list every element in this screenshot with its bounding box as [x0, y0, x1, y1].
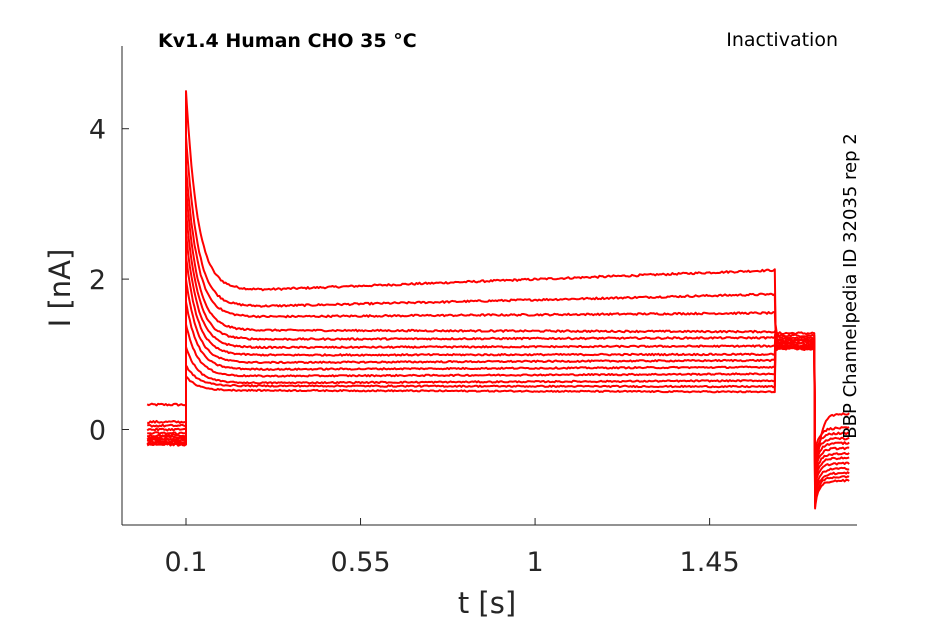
current-trace	[147, 255, 850, 481]
current-trace	[146, 338, 850, 505]
x-tick-label: 1	[526, 547, 543, 578]
current-trace	[146, 135, 850, 456]
x-tick-label: 1.45	[680, 547, 740, 578]
source-label: BBP Channelpedia ID 32035 rep 2	[840, 133, 861, 438]
current-trace	[147, 233, 850, 476]
current-trace	[146, 339, 850, 508]
current-traces	[146, 90, 850, 510]
x-tick-label: 0.55	[330, 547, 390, 578]
y-tick-label: 4	[89, 115, 106, 146]
protocol-annotation: Inactivation	[726, 29, 838, 51]
axes: 0.1 0.55 1 1.45 0 2 4	[89, 46, 857, 578]
current-trace	[146, 300, 850, 491]
current-trace	[146, 90, 850, 510]
y-tick-label: 0	[89, 416, 106, 447]
x-tick-label: 0.1	[165, 547, 208, 578]
x-axis-label: t [s]	[458, 586, 516, 620]
y-axis-label: I [nA]	[43, 249, 77, 328]
y-ticks: 0 2 4	[89, 115, 129, 447]
current-trace	[146, 187, 850, 466]
current-trace	[146, 337, 850, 501]
current-trace	[147, 165, 850, 461]
current-trace	[147, 210, 850, 471]
y-tick-label: 2	[89, 265, 106, 296]
current-trace	[147, 323, 850, 496]
current-trace	[146, 278, 850, 486]
chart-title: Kv1.4 Human CHO 35 °C	[158, 30, 417, 52]
x-ticks: 0.1 0.55 1 1.45	[165, 518, 740, 578]
